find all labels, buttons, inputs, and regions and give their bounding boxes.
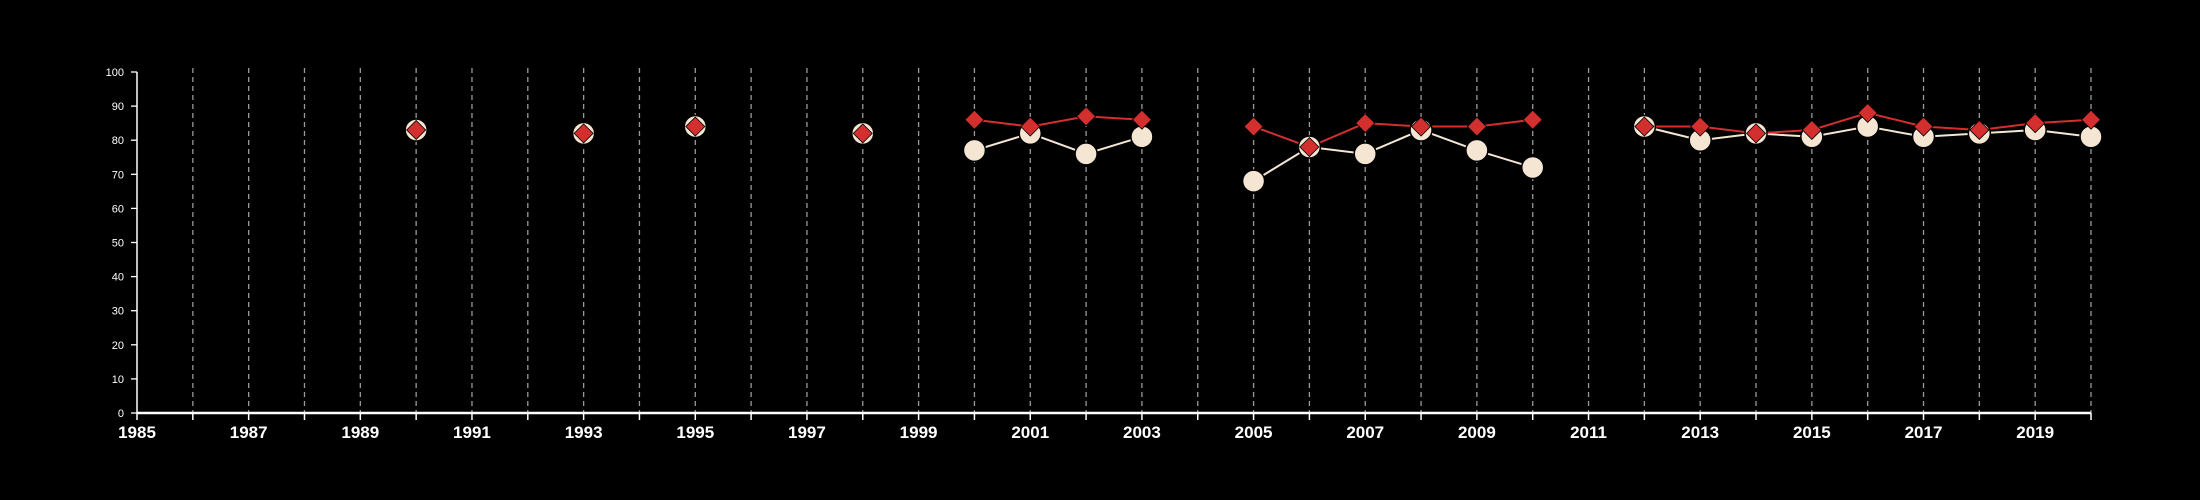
- x-tick-label-1991: 1991: [453, 423, 491, 442]
- x-tick-label-2011: 2011: [1570, 423, 1607, 442]
- x-tick-label-1993: 1993: [565, 423, 603, 442]
- point-diamond-1995: [685, 116, 706, 137]
- y-tick-label-70: 70: [112, 169, 124, 181]
- point-diamond-2016: [1857, 102, 1878, 123]
- point-diamond-1990: [406, 119, 427, 141]
- x-tick-label-2009: 2009: [1458, 423, 1496, 442]
- point-diamond-2019: [2025, 113, 2046, 134]
- point-diamond-2014: [1745, 123, 1767, 144]
- y-tick-label-20: 20: [112, 340, 124, 352]
- y-tick-label-60: 60: [112, 203, 124, 215]
- point-diamond-2013: [1690, 116, 1711, 137]
- y-tick-label-50: 50: [112, 238, 124, 250]
- point-diamond-2007: [1355, 113, 1376, 134]
- series-group: [404, 102, 2103, 193]
- y-tick-label-10: 10: [112, 374, 124, 386]
- point-diamond-2018: [1969, 119, 1990, 141]
- point-diamond-2015: [1801, 119, 1822, 141]
- point-circle-2010: [1520, 155, 1545, 180]
- point-circle-2000: [962, 138, 987, 163]
- x-axis: 1985 1987 1989 1991 1993 1995 1997 1999 2001 2003…: [118, 411, 2092, 442]
- y-tick-label-0: 0: [118, 408, 124, 420]
- point-circle-2002: [1074, 142, 1098, 166]
- x-tick-label-2017: 2017: [1905, 423, 1943, 442]
- x-tick-label-1999: 1999: [900, 423, 938, 442]
- x-tick-label-2005: 2005: [1235, 423, 1273, 442]
- y-tick-label-40: 40: [112, 272, 124, 284]
- y-tick-label-30: 30: [112, 306, 124, 318]
- y-tick-label-90: 90: [112, 101, 124, 113]
- x-tick-label-2007: 2007: [1346, 423, 1384, 442]
- point-diamond-1998: [852, 123, 873, 144]
- point-circle-2009: [1465, 138, 1489, 163]
- point-diamond-2012: [1634, 116, 1655, 137]
- x-tick-label-2013: 2013: [1681, 423, 1719, 442]
- x-tick-label-1987: 1987: [230, 423, 268, 442]
- point-diamond-2017: [1913, 116, 1934, 137]
- point-diamond-2005: [1243, 116, 1264, 137]
- point-diamond-2000: [964, 109, 985, 130]
- point-diamond-2020: [2080, 109, 2102, 130]
- point-diamond-2009: [1466, 116, 1487, 137]
- x-tick-label-1985: 1985: [118, 423, 156, 442]
- x-tick-label-1989: 1989: [341, 423, 379, 442]
- point-diamond-2010: [1522, 109, 1543, 130]
- x-tick-label-2015: 2015: [1793, 423, 1831, 442]
- y-axis: 0 10 20 30 40 50 60 70 80 90 100: [106, 67, 138, 420]
- point-diamond-2001: [1020, 116, 1041, 137]
- y-tick-label-100: 100: [106, 67, 124, 79]
- x-tick-label-2019: 2019: [2016, 423, 2054, 442]
- point-circle-2007: [1353, 142, 1377, 166]
- x-tick-label-1997: 1997: [788, 423, 826, 442]
- point-diamond-2006: [1299, 136, 1320, 158]
- point-circle-2005: [1241, 169, 1266, 193]
- y-tick-label-80: 80: [112, 135, 124, 147]
- series-diamond-line-4: [974, 115, 1142, 128]
- x-tick-label-2001: 2001: [1011, 423, 1049, 442]
- point-diamond-2008: [1410, 116, 1432, 137]
- x-tick-label-2003: 2003: [1123, 423, 1161, 442]
- point-diamond-1993: [573, 123, 594, 144]
- point-diamond-2003: [1131, 109, 1152, 130]
- series-circle-line-4: [974, 132, 1143, 155]
- point-diamond-2002: [1076, 106, 1097, 127]
- x-tick-label-1995: 1995: [676, 423, 714, 442]
